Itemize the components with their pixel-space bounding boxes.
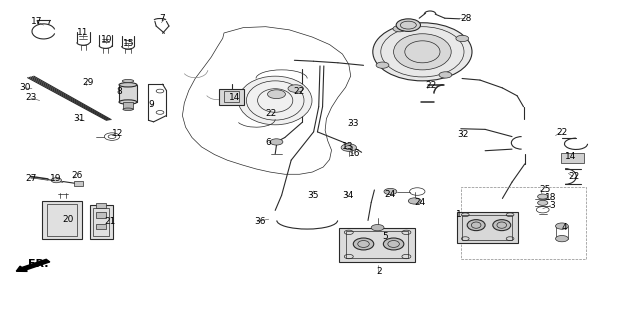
Text: 25: 25	[539, 186, 550, 194]
Ellipse shape	[119, 83, 137, 87]
Text: 16: 16	[349, 149, 360, 158]
Text: 23: 23	[26, 94, 37, 102]
Text: 35: 35	[307, 191, 319, 200]
Bar	[219, 89, 244, 105]
Text: 22: 22	[293, 87, 305, 95]
Text: 36: 36	[255, 217, 266, 226]
Bar	[42, 201, 82, 239]
Text: 22: 22	[426, 81, 437, 90]
Circle shape	[376, 62, 389, 68]
Bar	[96, 203, 106, 208]
Circle shape	[384, 188, 397, 195]
Text: 33: 33	[347, 119, 358, 127]
Text: 27: 27	[26, 174, 37, 183]
Ellipse shape	[383, 238, 404, 250]
Text: 5: 5	[383, 232, 388, 241]
Bar	[96, 224, 106, 229]
Circle shape	[556, 236, 568, 242]
Text: 29: 29	[82, 78, 93, 87]
Ellipse shape	[119, 100, 137, 104]
Text: 19: 19	[50, 174, 61, 183]
Text: 7: 7	[159, 14, 164, 23]
Text: 10: 10	[101, 35, 113, 44]
Ellipse shape	[372, 23, 472, 81]
Text: 20: 20	[63, 215, 74, 224]
Text: 24: 24	[384, 190, 396, 199]
Bar	[119, 85, 137, 102]
Bar	[123, 102, 133, 109]
Circle shape	[393, 25, 406, 32]
Text: 2: 2	[376, 267, 382, 276]
Text: 22: 22	[568, 172, 580, 181]
Text: 32: 32	[458, 130, 469, 139]
Text: 1: 1	[456, 210, 461, 219]
Text: 21: 21	[104, 217, 116, 226]
Text: 4: 4	[562, 223, 568, 232]
Circle shape	[270, 139, 283, 145]
Bar	[339, 228, 415, 262]
Text: 24: 24	[415, 198, 426, 207]
Text: 28: 28	[461, 14, 472, 23]
Circle shape	[268, 90, 285, 99]
Bar	[561, 153, 584, 163]
Ellipse shape	[238, 76, 312, 125]
Ellipse shape	[123, 108, 133, 111]
Bar	[457, 212, 518, 243]
Circle shape	[439, 72, 452, 78]
Text: 15: 15	[123, 39, 134, 48]
Circle shape	[456, 35, 468, 42]
Bar	[224, 91, 239, 102]
Text: 12: 12	[112, 129, 124, 138]
Text: 30: 30	[19, 84, 31, 92]
Circle shape	[371, 225, 384, 231]
Text: 17: 17	[31, 18, 42, 26]
Text: 14: 14	[564, 152, 576, 161]
Text: 18: 18	[545, 193, 557, 202]
Circle shape	[556, 223, 568, 229]
Text: 22: 22	[557, 128, 568, 137]
Text: 8: 8	[116, 87, 122, 95]
Bar	[90, 205, 113, 239]
Ellipse shape	[396, 19, 420, 31]
Bar	[96, 212, 106, 218]
Circle shape	[288, 85, 303, 92]
Text: FR.: FR.	[28, 259, 49, 269]
Bar	[47, 204, 77, 236]
Ellipse shape	[353, 238, 374, 250]
Text: 34: 34	[342, 191, 354, 200]
Ellipse shape	[394, 34, 451, 70]
Circle shape	[538, 194, 548, 199]
Ellipse shape	[493, 220, 511, 230]
Text: 22: 22	[266, 109, 277, 118]
Text: 13: 13	[342, 142, 354, 150]
Bar	[462, 215, 512, 240]
Ellipse shape	[122, 79, 134, 83]
Text: 26: 26	[72, 171, 83, 180]
Bar	[461, 187, 586, 259]
Text: 14: 14	[229, 93, 241, 102]
Text: 9: 9	[148, 100, 154, 109]
Circle shape	[538, 200, 548, 205]
Text: 31: 31	[74, 114, 85, 123]
Circle shape	[51, 178, 61, 183]
Circle shape	[341, 144, 356, 151]
Bar	[74, 181, 83, 186]
Circle shape	[408, 198, 421, 204]
Text: 3: 3	[549, 201, 555, 210]
Ellipse shape	[467, 220, 485, 230]
Text: 11: 11	[77, 29, 88, 37]
Bar	[346, 231, 408, 258]
Text: 6: 6	[266, 138, 271, 147]
FancyArrow shape	[16, 259, 50, 271]
Bar	[93, 208, 109, 236]
